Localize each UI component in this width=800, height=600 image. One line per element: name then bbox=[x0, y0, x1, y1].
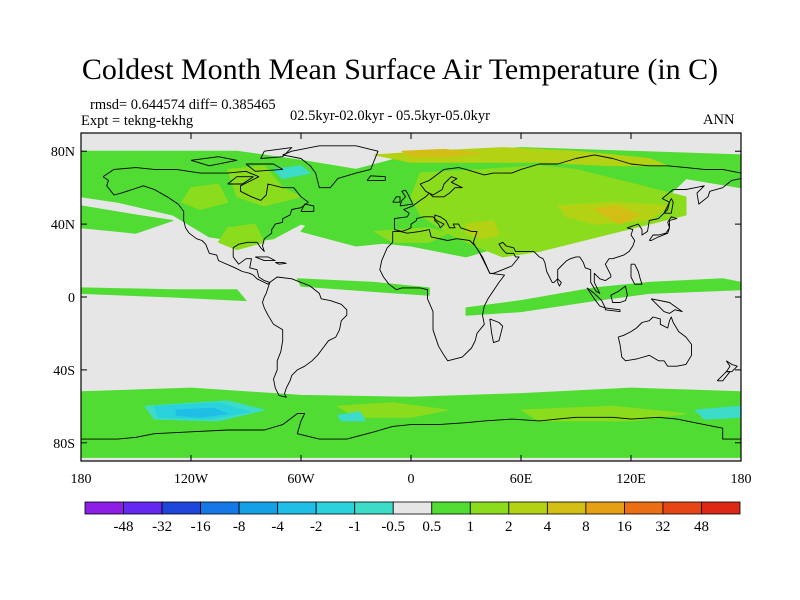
field-region-6-0 bbox=[175, 407, 229, 418]
map-axes: 80N 40N 0 40S 80S 180 120W 60W 0 60E 120E 180 bbox=[51, 133, 752, 487]
colorbar-swatch-5 bbox=[277, 501, 317, 515]
colorbar-label-0: -48 bbox=[113, 519, 134, 535]
colorbar-swatch-11 bbox=[508, 501, 548, 515]
coastline-9 bbox=[366, 175, 386, 181]
lon-tick-label-5: 120E bbox=[616, 472, 646, 487]
colorbar-label-4: -4 bbox=[271, 519, 284, 535]
colorbar-swatch-10 bbox=[469, 501, 510, 515]
colorbar-swatch-7 bbox=[354, 501, 394, 515]
colorbar-swatch-0 bbox=[84, 501, 124, 515]
colorbar-swatch-15 bbox=[662, 501, 702, 515]
colorbar-label-3: -8 bbox=[232, 519, 246, 535]
stats-text: rmsd= 0.644574 diff= 0.385465 bbox=[90, 97, 276, 113]
season-label: ANN bbox=[703, 112, 735, 128]
coastline-4 bbox=[394, 154, 741, 294]
colorbar-label-2: -16 bbox=[190, 519, 211, 535]
lat-tick-label-4: 80S bbox=[53, 437, 75, 452]
coastline-3 bbox=[379, 229, 505, 362]
colorbar-label-1: -32 bbox=[152, 519, 173, 535]
colorbar-swatch-14 bbox=[624, 501, 664, 515]
field-region-1-1 bbox=[181, 183, 229, 210]
coastline-10 bbox=[648, 216, 678, 241]
lon-tick-label-6: 180 bbox=[731, 472, 752, 487]
coastline-21 bbox=[557, 278, 562, 287]
coastline-2 bbox=[282, 145, 379, 189]
period-text: 02.5kyr-02.0kyr - 05.5kyr-05.0kyr bbox=[290, 108, 490, 124]
colorbar-swatch-3 bbox=[200, 501, 240, 515]
colorbar bbox=[84, 501, 741, 515]
experiment-text: Expt = tekng-tekhg bbox=[81, 113, 194, 129]
field-region-0-6 bbox=[81, 387, 741, 458]
colorbar-label-11: 4 bbox=[543, 519, 552, 535]
coastline-25 bbox=[227, 176, 254, 185]
field-region-3-0 bbox=[593, 205, 641, 225]
coastline-14 bbox=[650, 298, 683, 314]
coastline-20 bbox=[275, 261, 287, 265]
colorbar-label-12: 8 bbox=[582, 519, 590, 535]
lon-tick-label-2: 60W bbox=[287, 472, 315, 487]
map-title: Coldest Month Mean Surface Air Temperatu… bbox=[81, 53, 719, 86]
coastline-19 bbox=[255, 256, 276, 262]
colorbar-label-7: -0.5 bbox=[381, 519, 406, 535]
colorbar-swatch-4 bbox=[238, 501, 279, 515]
lon-tick-label-1: 120W bbox=[174, 472, 209, 487]
lat-tick-label-3: 40S bbox=[53, 364, 75, 379]
field-region-3-1 bbox=[401, 148, 482, 158]
colorbar-label-5: -2 bbox=[309, 519, 323, 535]
lat-tick-label-2: 0 bbox=[68, 291, 75, 306]
map-plot-area bbox=[81, 133, 741, 461]
coastline-1 bbox=[262, 276, 348, 398]
coastline-12 bbox=[604, 307, 621, 313]
coastline-18 bbox=[630, 263, 643, 285]
coastline-23 bbox=[245, 163, 284, 172]
field-region-4-2 bbox=[337, 411, 366, 422]
coastline-6 bbox=[81, 413, 741, 452]
coastline-22 bbox=[190, 156, 238, 167]
coastline-7 bbox=[399, 189, 414, 207]
coastline-16 bbox=[725, 360, 738, 373]
colorbar-swatch-8 bbox=[392, 501, 433, 515]
colorbar-swatch-6 bbox=[315, 501, 356, 515]
coastline-24 bbox=[260, 147, 293, 159]
colorbar-label-13: 16 bbox=[616, 519, 632, 535]
lon-tick-label-4: 60E bbox=[510, 472, 533, 487]
coastline-26 bbox=[300, 203, 315, 212]
colorbar-label-6: -1 bbox=[348, 519, 361, 535]
coastline-8 bbox=[392, 196, 401, 203]
field-region-0-1 bbox=[81, 205, 174, 234]
colorbar-swatch-2 bbox=[161, 501, 201, 515]
field-region-1-2 bbox=[218, 223, 265, 251]
field-region-2-2 bbox=[465, 220, 500, 240]
field-region-0-4 bbox=[296, 278, 430, 296]
colorbar-swatch-1 bbox=[123, 501, 163, 515]
colorbar-label-10: 2 bbox=[505, 519, 513, 535]
field-region-0-3 bbox=[81, 287, 247, 302]
colorbar-swatch-16 bbox=[701, 501, 741, 515]
colorbar-swatch-13 bbox=[585, 501, 625, 515]
colorbar-label-15: 48 bbox=[694, 519, 709, 535]
field-region-0-2 bbox=[300, 220, 394, 247]
coastline-27 bbox=[663, 198, 674, 214]
coastline-0 bbox=[102, 167, 309, 285]
lon-tick-label-0: 180 bbox=[71, 472, 92, 487]
colorbar-swatch-12 bbox=[546, 501, 587, 515]
colorbar-swatch-9 bbox=[431, 501, 471, 515]
coastline-15 bbox=[489, 318, 504, 344]
colorbar-label-9: 1 bbox=[466, 519, 475, 535]
coastline-13 bbox=[610, 285, 628, 303]
lon-tick-label-3: 0 bbox=[408, 472, 415, 487]
field-region-0-5 bbox=[465, 278, 741, 316]
lat-tick-label-0: 80N bbox=[51, 145, 75, 160]
field-region-4-3 bbox=[694, 405, 741, 420]
colorbar-label-8: 0.5 bbox=[422, 519, 442, 535]
colorbar-label-14: 32 bbox=[655, 519, 671, 535]
coastline-5 bbox=[617, 316, 692, 367]
coastline-17 bbox=[716, 371, 731, 382]
lat-tick-label-1: 40N bbox=[51, 218, 75, 233]
